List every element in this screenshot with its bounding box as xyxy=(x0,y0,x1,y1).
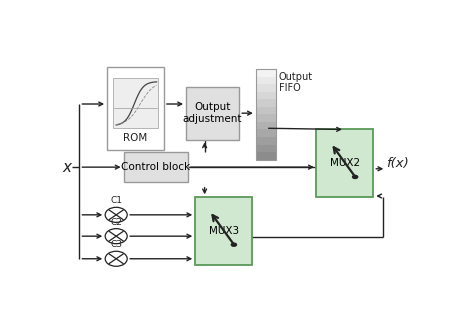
Text: Control block: Control block xyxy=(121,162,190,172)
Bar xyxy=(256,152,276,160)
Circle shape xyxy=(105,229,127,244)
Bar xyxy=(256,114,276,122)
Circle shape xyxy=(230,243,237,247)
Text: C1: C1 xyxy=(110,196,122,205)
Text: x: x xyxy=(63,160,72,175)
Bar xyxy=(107,67,164,150)
Bar xyxy=(256,137,276,144)
Text: f(x): f(x) xyxy=(386,157,409,170)
Bar xyxy=(256,84,276,92)
Text: Output
FIFO: Output FIFO xyxy=(279,72,313,93)
Bar xyxy=(256,144,276,152)
Bar xyxy=(256,99,276,107)
Bar xyxy=(316,129,374,197)
Text: MUX3: MUX3 xyxy=(209,226,239,236)
Bar xyxy=(256,69,276,160)
Bar xyxy=(256,77,276,84)
Circle shape xyxy=(352,175,358,179)
Text: C3: C3 xyxy=(110,240,122,249)
Bar xyxy=(186,87,239,140)
Bar xyxy=(256,129,276,137)
Text: C2: C2 xyxy=(110,218,122,227)
Text: MUX2: MUX2 xyxy=(330,158,360,168)
Bar xyxy=(124,152,188,182)
Bar xyxy=(256,92,276,99)
Circle shape xyxy=(105,251,127,266)
Bar xyxy=(112,78,158,128)
Bar xyxy=(256,122,276,129)
Circle shape xyxy=(105,207,127,222)
Text: Output
adjustment: Output adjustment xyxy=(183,102,242,124)
Bar xyxy=(256,69,276,77)
Text: ROM: ROM xyxy=(123,133,147,143)
Bar xyxy=(195,197,252,265)
Bar xyxy=(256,107,276,114)
